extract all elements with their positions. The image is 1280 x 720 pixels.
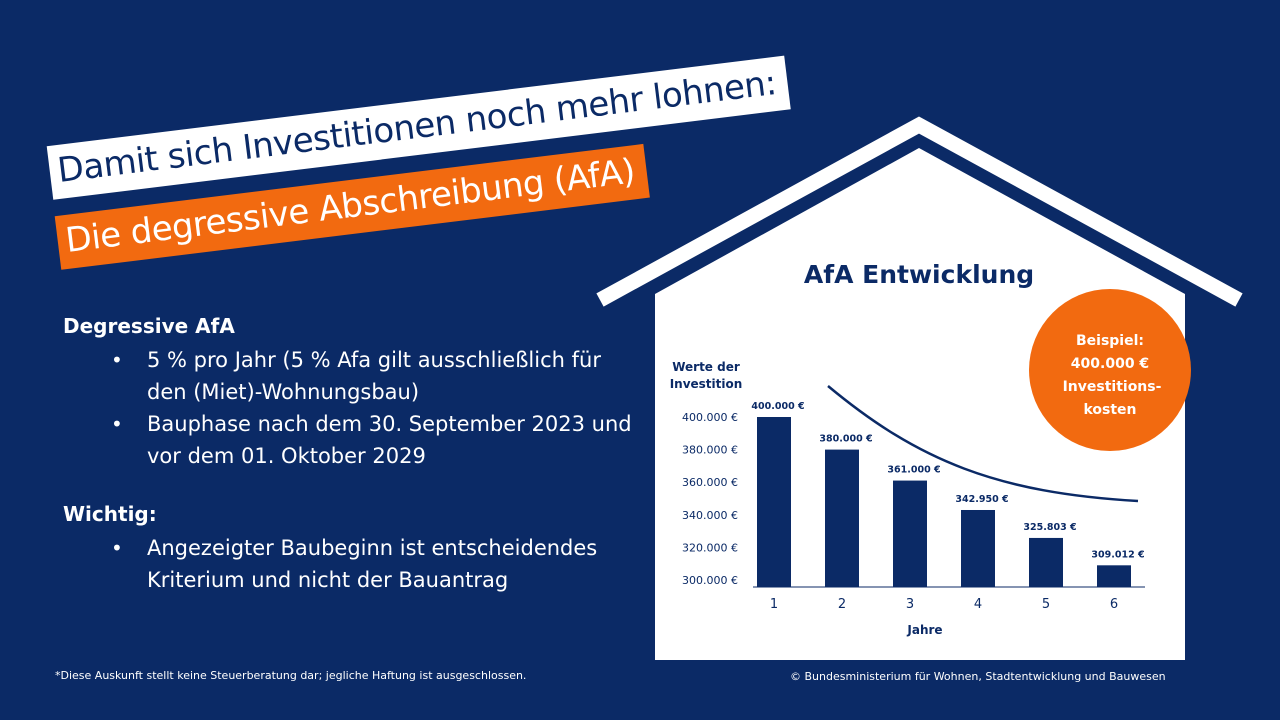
badge-line-4: kosten [1083,402,1136,418]
y-axis-label-line1: Werte der [672,360,740,374]
example-badge [1029,289,1191,451]
x-axis-ticks: 1 2 3 4 5 6 [770,597,1118,612]
x-tick-label: 3 [906,597,914,612]
bar-value-label: 380.000 € [819,434,872,445]
bar-value-label: 309.012 € [1091,549,1144,560]
badge-line-3: Investitions- [1063,379,1162,395]
y-axis-ticks: 300.000 € 320.000 € 340.000 € 360.000 € 380.… [682,411,738,587]
bar-year-6 [1097,565,1131,587]
y-tick-label: 320.000 € [682,541,738,554]
x-tick-label: 4 [974,597,982,612]
bar-year-5 [1029,537,1063,587]
x-tick-label: 2 [838,597,846,612]
copyright: © Bundesministerium für Wohnen, Stadtent… [790,670,1166,683]
degressive-afa-title: Degressive AfA [63,314,235,338]
y-axis-label-line2: Investition [670,377,743,391]
x-tick-label: 1 [770,597,778,612]
badge-line-2: 400.000 € [1071,356,1149,372]
info-text-block: Degressive AfA 5 % pro Jahr (5 % Afa gil… [63,314,643,596]
bar-year-4 [961,509,995,587]
house-roof [596,116,1243,307]
bar-value-label: 400.000 € [751,401,804,412]
disclaimer: *Diese Auskunft stellt keine Steuerberat… [55,669,527,682]
wichtig-list: Angezeigter Baubeginn ist entscheidendes… [63,532,643,596]
x-axis-label: Jahre [906,623,942,637]
bars [757,417,1131,587]
y-tick-label: 400.000 € [682,411,738,424]
bar-year-1 [757,417,791,587]
list-item: Bauphase nach dem 30. September 2023 und… [111,408,643,472]
bar-year-2 [825,449,859,587]
x-tick-label: 5 [1042,597,1050,612]
badge-line-1: Beispiel: [1076,333,1144,349]
chart-title: AfA Entwicklung [804,260,1034,289]
trend-curve [827,385,1139,503]
x-tick-label: 6 [1110,597,1118,612]
bar-value-label: 325.803 € [1023,522,1076,533]
degressive-afa-list: 5 % pro Jahr (5 % Afa gilt ausschließlic… [63,344,643,472]
y-tick-label: 300.000 € [682,574,738,587]
y-tick-label: 340.000 € [682,509,738,522]
bar-value-label: 361.000 € [887,465,940,476]
y-tick-label: 380.000 € [682,444,738,457]
bar-year-3 [893,480,927,587]
bar-value-labels: 400.000 € 380.000 € 361.000 € 342.950 € 325.… [751,401,1144,560]
bar-value-label: 342.950 € [955,494,1008,505]
wichtig-title: Wichtig: [63,502,157,526]
list-item: 5 % pro Jahr (5 % Afa gilt ausschließlic… [111,344,643,408]
y-tick-label: 360.000 € [682,476,738,489]
list-item: Angezeigter Baubeginn ist entscheidendes… [111,532,643,596]
